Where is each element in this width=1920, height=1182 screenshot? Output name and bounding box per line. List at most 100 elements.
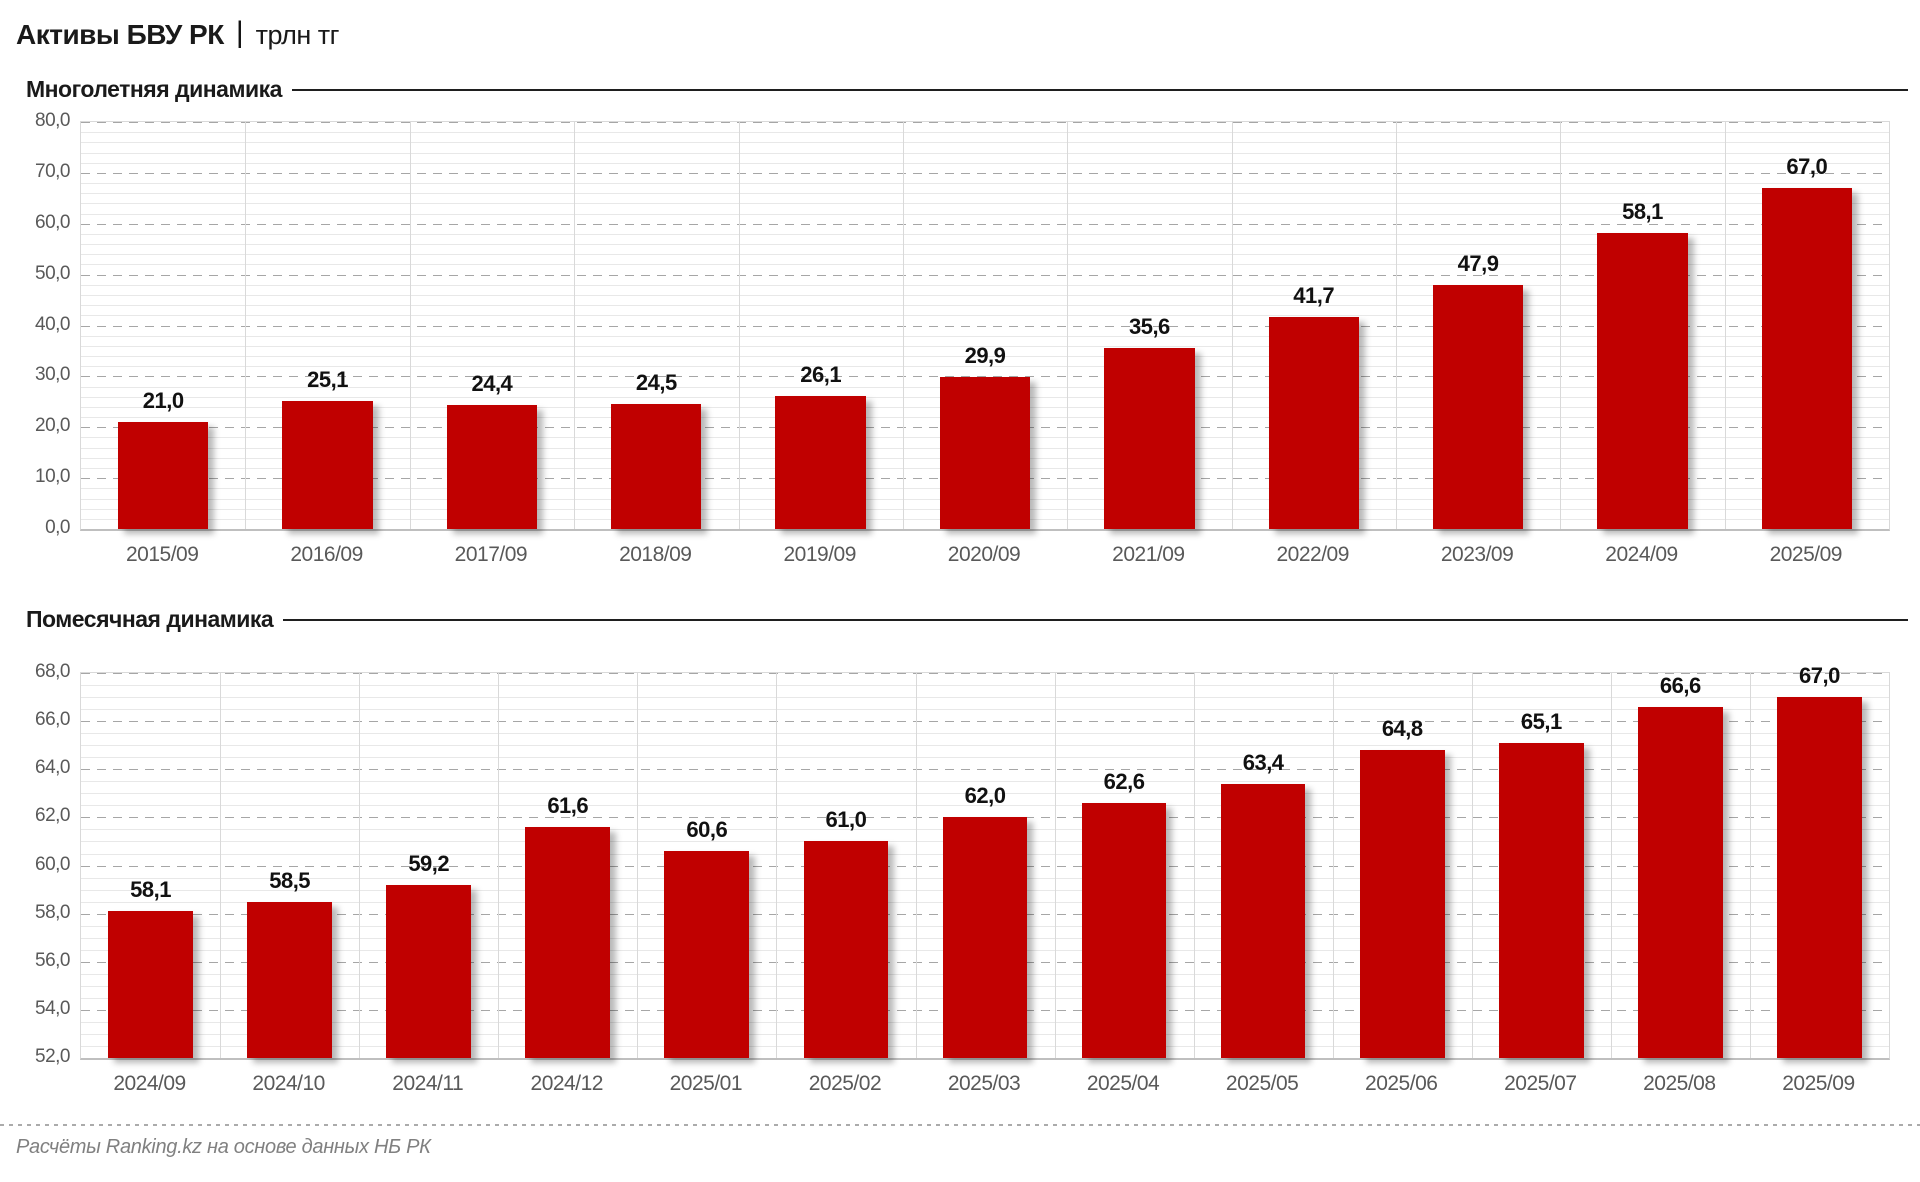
minor-gridline bbox=[81, 745, 1889, 747]
category-separator bbox=[1471, 673, 1473, 1058]
y-tick-label: 56,0 bbox=[35, 949, 70, 971]
title-separator: | bbox=[235, 16, 244, 49]
minor-gridline bbox=[81, 697, 1889, 699]
bar bbox=[803, 841, 889, 1058]
bar bbox=[282, 401, 373, 529]
category-separator bbox=[915, 673, 917, 1058]
bar bbox=[118, 422, 209, 529]
bar bbox=[247, 901, 332, 1058]
minor-gridline bbox=[81, 183, 1889, 185]
section-header-multi-year: Многолетняя динамика bbox=[26, 76, 1908, 103]
minor-gridline bbox=[81, 254, 1889, 256]
bar bbox=[611, 404, 702, 529]
bar bbox=[942, 817, 1028, 1058]
minor-gridline bbox=[81, 264, 1889, 266]
category-separator bbox=[1560, 122, 1562, 529]
category-separator bbox=[738, 122, 740, 529]
x-tick-label: 2025/01 bbox=[669, 1072, 743, 1095]
minor-gridline bbox=[81, 685, 1889, 686]
bar-value-label: 47,9 bbox=[1457, 251, 1499, 277]
minor-gridline bbox=[81, 335, 1889, 337]
bar-value-label: 63,4 bbox=[1242, 749, 1284, 775]
category-separator bbox=[1231, 122, 1233, 529]
x-tick-label: 2016/09 bbox=[290, 543, 363, 566]
x-tick-label: 2023/09 bbox=[1440, 543, 1514, 566]
category-separator bbox=[1067, 122, 1069, 529]
minor-gridline bbox=[81, 233, 1889, 235]
x-tick-label: 2018/09 bbox=[619, 543, 692, 566]
minor-gridline bbox=[81, 366, 1889, 368]
bar bbox=[1104, 347, 1195, 529]
page-title-unit: трлн тг bbox=[255, 19, 340, 50]
footer-divider bbox=[0, 1124, 1920, 1126]
x-tick-label: 2024/11 bbox=[392, 1072, 464, 1095]
page-title-main: Активы БВУ РК bbox=[16, 19, 224, 50]
section-rule bbox=[291, 88, 1908, 91]
minor-gridline bbox=[81, 793, 1889, 795]
major-gridline bbox=[81, 172, 1889, 174]
y-tick-label: 20,0 bbox=[35, 415, 70, 437]
minor-gridline bbox=[81, 315, 1889, 317]
bar bbox=[664, 851, 750, 1058]
bar-value-label: 58,5 bbox=[269, 867, 311, 893]
page-title: Активы БВУ РК | трлн тг bbox=[16, 16, 340, 52]
minor-gridline bbox=[81, 305, 1889, 307]
x-tick-label: 2025/09 bbox=[1769, 543, 1843, 566]
major-gridline bbox=[81, 673, 1889, 674]
major-gridline bbox=[81, 274, 1889, 276]
bar bbox=[1597, 233, 1688, 529]
plot-area: 58,1 58,5 59,2 61,6 60,6 61,0 62,0 62,6 63,4 64,8… bbox=[80, 663, 1890, 1060]
category-separator bbox=[220, 673, 222, 1058]
category-separator bbox=[574, 122, 576, 529]
major-gridline bbox=[81, 325, 1889, 327]
bar-value-label: 24,5 bbox=[635, 370, 677, 396]
bar bbox=[1777, 697, 1862, 1058]
bar-value-label: 58,1 bbox=[130, 877, 171, 903]
bar-value-label: 62,6 bbox=[1103, 768, 1145, 794]
x-tick-label: 2024/09 bbox=[113, 1072, 186, 1095]
x-tick-label: 2019/09 bbox=[783, 543, 856, 566]
bar-value-label: 65,1 bbox=[1520, 708, 1562, 734]
minor-gridline bbox=[81, 345, 1889, 347]
bar-value-label: 60,6 bbox=[686, 817, 728, 843]
x-tick-label: 2025/09 bbox=[1782, 1072, 1855, 1095]
x-tick-label: 2025/02 bbox=[808, 1072, 882, 1095]
monthly-chart: 52,0 54,0 56,0 58,0 60,0 62,0 64,0 66,0 68,0 58,… bbox=[0, 661, 1920, 1112]
bar bbox=[1498, 742, 1584, 1058]
y-tick-label: 40,0 bbox=[35, 313, 70, 335]
major-gridline bbox=[81, 721, 1889, 723]
y-tick-label: 52,0 bbox=[35, 1046, 70, 1067]
category-separator bbox=[1395, 122, 1397, 529]
bar-value-label: 64,8 bbox=[1381, 716, 1423, 741]
y-axis-labels: 0,0 10,0 20,0 30,0 40,0 50,0 60,0 70,0 80,0 bbox=[0, 110, 70, 538]
y-tick-label: 58,0 bbox=[35, 901, 70, 923]
minor-gridline bbox=[81, 709, 1889, 711]
major-gridline bbox=[81, 223, 1889, 225]
x-tick-label: 2024/10 bbox=[252, 1072, 325, 1095]
category-separator bbox=[776, 673, 778, 1058]
x-tick-label: 2022/09 bbox=[1276, 543, 1349, 566]
bar bbox=[108, 911, 193, 1058]
bar-value-label: 58,1 bbox=[1622, 199, 1663, 225]
minor-gridline bbox=[81, 132, 1889, 134]
y-tick-label: 66,0 bbox=[35, 709, 70, 731]
bar-value-label: 41,7 bbox=[1293, 282, 1335, 308]
category-separator bbox=[409, 122, 411, 529]
minor-gridline bbox=[81, 757, 1889, 759]
bar bbox=[1081, 802, 1167, 1058]
section-title-multi-year: Многолетняя динамика bbox=[26, 76, 282, 102]
minor-gridline bbox=[81, 781, 1889, 783]
section-title-monthly: Помесячная динамика bbox=[26, 606, 274, 632]
minor-gridline bbox=[81, 805, 1889, 807]
multi-year-chart: 0,0 10,0 20,0 30,0 40,0 50,0 60,0 70,0 80,0 21,0… bbox=[0, 110, 1920, 581]
category-separator bbox=[1332, 673, 1334, 1058]
y-tick-label: 64,0 bbox=[35, 757, 70, 779]
bar-value-label: 21,0 bbox=[142, 388, 184, 414]
bar bbox=[1359, 750, 1445, 1058]
y-tick-label: 54,0 bbox=[35, 997, 70, 1019]
minor-gridline bbox=[81, 162, 1889, 164]
x-tick-label: 2024/12 bbox=[530, 1072, 604, 1095]
minor-gridline bbox=[81, 152, 1889, 154]
x-tick-label: 2025/03 bbox=[947, 1072, 1021, 1095]
